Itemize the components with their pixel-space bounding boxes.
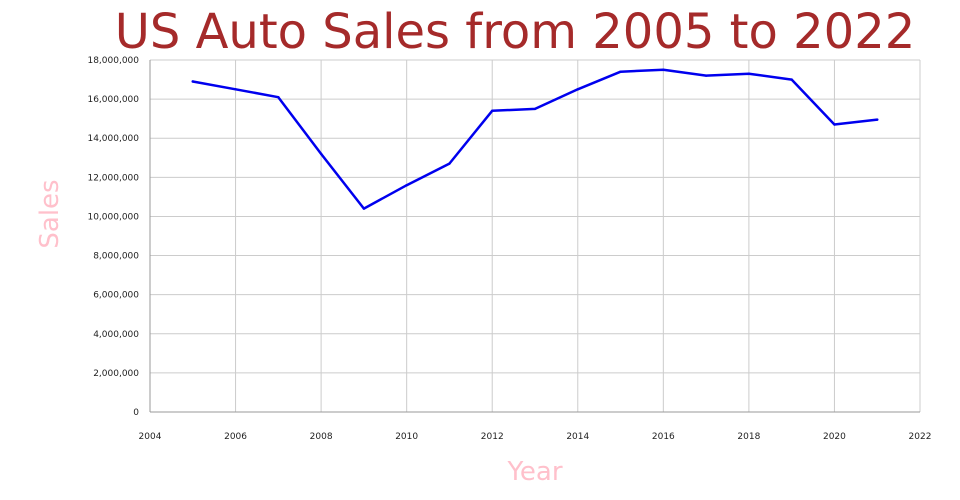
x-tick-label: 2022: [909, 432, 932, 442]
x-axis-label: Year: [507, 457, 563, 487]
grid-lines: [149, 59, 921, 413]
y-tick-label: 14,000,000: [87, 134, 139, 144]
x-tick-label: 2014: [566, 432, 589, 442]
data-point: [405, 183, 408, 187]
y-tick-label: 18,000,000: [87, 56, 139, 66]
series-group: [191, 68, 879, 210]
x-tick-label: 2006: [224, 432, 247, 442]
data-point: [191, 80, 194, 83]
data-point: [362, 207, 366, 210]
data-point: [448, 162, 451, 165]
data-point: [876, 118, 879, 121]
chart-title: US Auto Sales from 2005 to 2022: [114, 4, 916, 60]
tick-labels: 0 2,000,000 4,000,000 6,000,000 8,000,000 10,…: [87, 56, 931, 442]
y-tick-label: 4,000,000: [93, 330, 139, 340]
data-point: [662, 68, 665, 71]
x-tick-label: 2020: [823, 432, 846, 442]
y-tick-label: 0: [133, 408, 139, 418]
x-tick-label: 2008: [310, 432, 333, 442]
data-point: [747, 72, 751, 75]
axes: [149, 60, 920, 413]
y-tick-label: 8,000,000: [93, 252, 139, 262]
data-point: [790, 78, 793, 81]
data-point: [491, 109, 494, 113]
x-tick-label: 2010: [395, 432, 418, 442]
data-point: [319, 152, 323, 156]
y-tick-label: 12,000,000: [87, 173, 139, 183]
data-point: [277, 95, 280, 99]
y-tick-label: 10,000,000: [87, 212, 139, 222]
y-tick-label: 16,000,000: [87, 95, 139, 105]
y-tick-label: 6,000,000: [93, 291, 139, 301]
data-point: [833, 123, 836, 126]
y-tick-label: 2,000,000: [93, 369, 139, 379]
series-line: [191, 68, 879, 210]
x-tick-label: 2016: [652, 432, 675, 442]
x-tick-label: 2004: [139, 432, 162, 442]
data-point: [234, 88, 237, 91]
x-tick-label: 2012: [481, 432, 504, 442]
data-point: [619, 70, 622, 73]
data-point: [576, 88, 579, 91]
x-tick-label: 2018: [737, 432, 760, 442]
data-point: [533, 107, 537, 111]
data-point: [704, 74, 708, 77]
